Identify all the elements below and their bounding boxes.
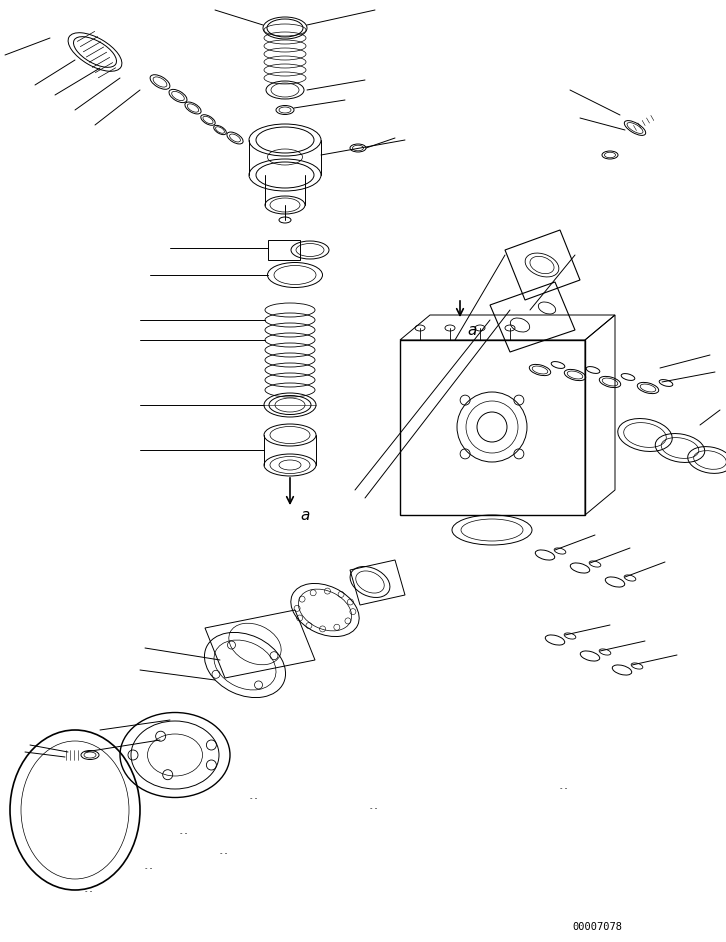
Text: - -: - - xyxy=(85,888,92,894)
Text: - -: - - xyxy=(145,865,152,871)
Text: - -: - - xyxy=(370,805,378,811)
Text: a: a xyxy=(300,508,309,523)
Bar xyxy=(268,240,300,260)
Bar xyxy=(400,340,585,515)
Text: a: a xyxy=(467,323,476,338)
Text: 00007078: 00007078 xyxy=(572,922,622,932)
Text: - -: - - xyxy=(180,830,187,836)
Text: - -: - - xyxy=(220,850,227,856)
Text: - -: - - xyxy=(250,795,257,801)
Text: - -: - - xyxy=(560,785,567,791)
